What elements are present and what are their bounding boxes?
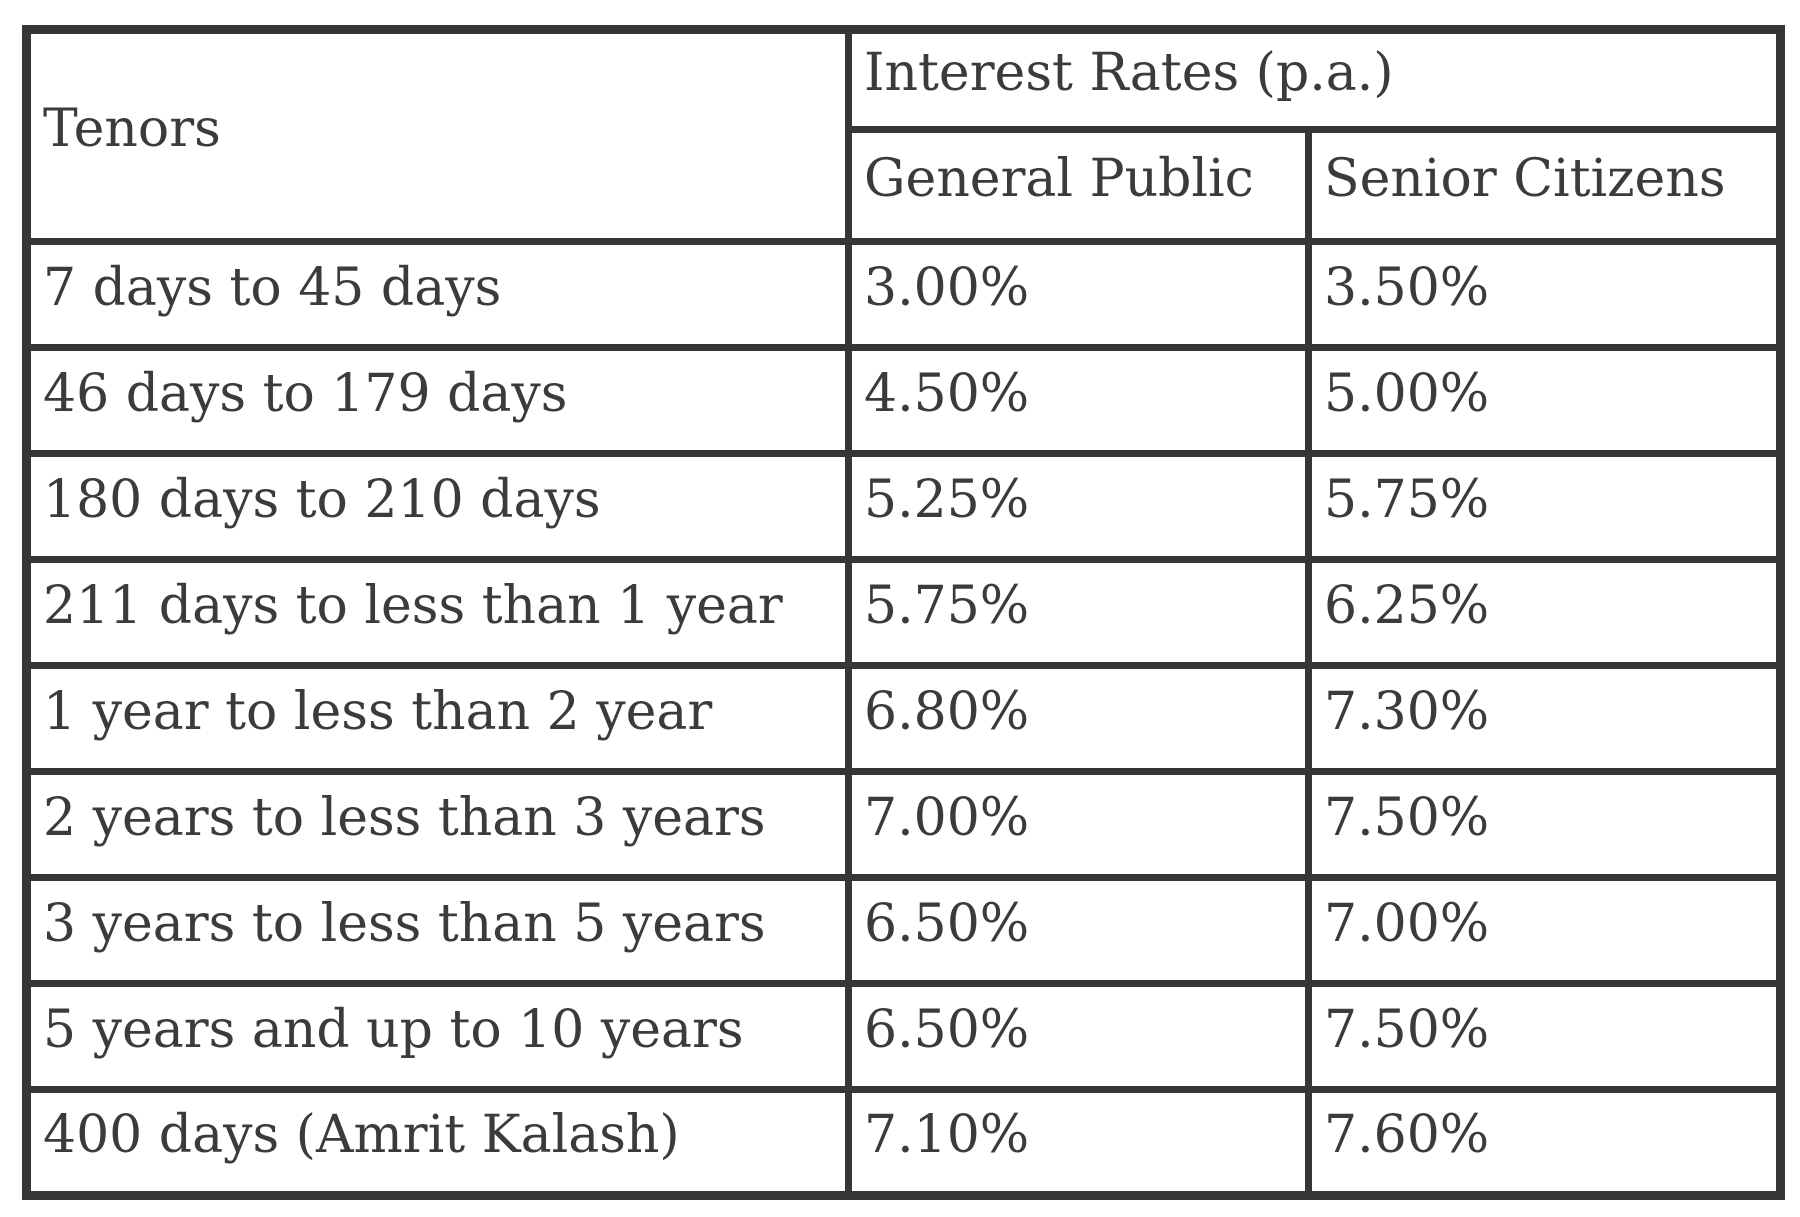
general-public-header-cell: General Public [845, 126, 1312, 245]
general-rate-cell: 7.10% [845, 1086, 1312, 1199]
header-row-sub: General Public Senior Citizens [27, 126, 1785, 245]
general-rate-cell: 4.50% [845, 344, 1312, 457]
tenor-cell: 180 days to 210 days [23, 450, 852, 563]
general-rate-cell: 5.25% [845, 450, 1312, 563]
table-row: 1 year to less than 2 year 6.80% 7.30% [23, 662, 1785, 775]
table-row: 7 days to 45 days 3.00% 3.50% [23, 238, 1785, 351]
senior-rate-cell: 7.50% [1304, 768, 1785, 881]
senior-rate-cell: 5.75% [1304, 450, 1785, 563]
general-rate-cell: 7.00% [845, 768, 1312, 881]
tenors-header-cell: Tenors [23, 26, 852, 245]
general-rate-cell: 6.50% [845, 980, 1312, 1093]
senior-rate-cell: 5.00% [1304, 344, 1785, 457]
tenor-cell: 211 days to less than 1 year [23, 556, 852, 669]
table-row: 2 years to less than 3 years 7.00% 7.50% [23, 768, 1785, 881]
table-row: 5 years and up to 10 years 6.50% 7.50% [23, 980, 1785, 1093]
table-row: 180 days to 210 days 5.25% 5.75% [23, 450, 1785, 563]
senior-rate-cell: 3.50% [1304, 238, 1785, 351]
interest-rates-header-cell: Interest Rates (p.a.) [844, 26, 1785, 133]
senior-rate-cell: 6.25% [1304, 556, 1785, 669]
tenor-cell: 2 years to less than 3 years [23, 768, 852, 881]
general-rate-cell: 3.00% [845, 238, 1312, 351]
interest-rates-table: Tenors Interest Rates (p.a.) General Pub… [22, 25, 1786, 1200]
general-rate-cell: 6.50% [845, 874, 1312, 987]
tenor-cell: 7 days to 45 days [23, 238, 852, 351]
table-row: 46 days to 179 days 4.50% 5.00% [23, 344, 1785, 457]
senior-rate-cell: 7.00% [1304, 874, 1785, 987]
interest-rates-table-container: Tenors Interest Rates (p.a.) General Pub… [22, 25, 1786, 1200]
table-row: 400 days (Amrit Kalash) 7.10% 7.60% [23, 1086, 1785, 1199]
table-row: 3 years to less than 5 years 6.50% 7.00% [23, 874, 1785, 987]
senior-rate-cell: 7.50% [1304, 980, 1785, 1093]
tenor-cell: 400 days (Amrit Kalash) [23, 1086, 852, 1199]
tenor-cell: 46 days to 179 days [23, 344, 852, 457]
header-row-top: Tenors Interest Rates (p.a.) [23, 26, 1785, 245]
tenor-cell: 3 years to less than 5 years [23, 874, 852, 987]
tenor-cell: 5 years and up to 10 years [23, 980, 852, 1093]
general-rate-cell: 6.80% [845, 662, 1312, 775]
senior-rate-cell: 7.60% [1304, 1086, 1785, 1199]
tenor-cell: 1 year to less than 2 year [23, 662, 852, 775]
senior-citizens-header-cell: Senior Citizens [1304, 126, 1785, 245]
senior-rate-cell: 7.30% [1304, 662, 1785, 775]
table-row: 211 days to less than 1 year 5.75% 6.25% [23, 556, 1785, 669]
general-rate-cell: 5.75% [845, 556, 1312, 669]
